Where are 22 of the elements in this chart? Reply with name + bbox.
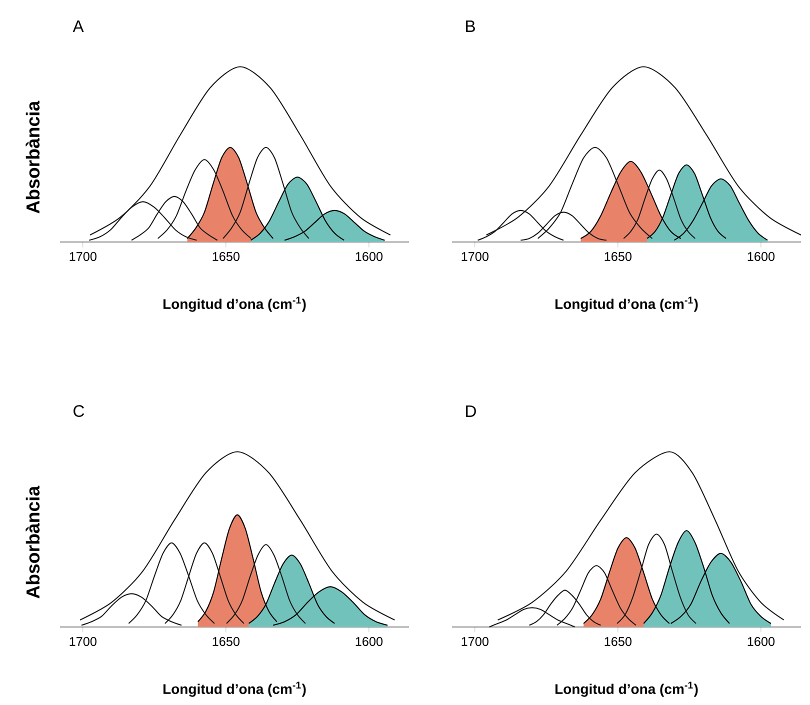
x-tick-label: 1700 <box>462 637 488 646</box>
x-tick-label: 1600 <box>356 252 383 261</box>
x-axis-title: Longitud d’ona (cm$^{-1}$) <box>555 296 698 312</box>
x-tick-label: 1650 <box>604 252 632 261</box>
x-tick-label: 1700 <box>70 252 96 261</box>
x-tick-label: 1650 <box>212 252 240 261</box>
y-axis-title: Absorbància <box>26 486 40 598</box>
x-tick-label: 1700 <box>70 637 96 646</box>
x-tick-label: 1600 <box>748 252 775 261</box>
x-tick-label: 1650 <box>604 637 632 646</box>
x-axis-title: Longitud d’ona (cm$^{-1}$) <box>163 682 306 697</box>
x-tick-label: 1600 <box>356 637 383 646</box>
chart-title: A <box>72 20 84 32</box>
y-axis-title: Absorbància <box>26 100 40 214</box>
x-axis-title: Longitud d’ona (cm$^{-1}$) <box>555 682 698 697</box>
x-tick-label: 1700 <box>462 252 488 261</box>
chart-title: C <box>74 405 84 417</box>
x-tick-label: 1650 <box>212 637 240 646</box>
x-tick-label: 1600 <box>748 637 775 646</box>
chart-title: D <box>466 405 476 417</box>
x-axis-title: Longitud d’ona (cm$^{-1}$) <box>163 296 306 312</box>
chart-title: B <box>466 20 475 32</box>
